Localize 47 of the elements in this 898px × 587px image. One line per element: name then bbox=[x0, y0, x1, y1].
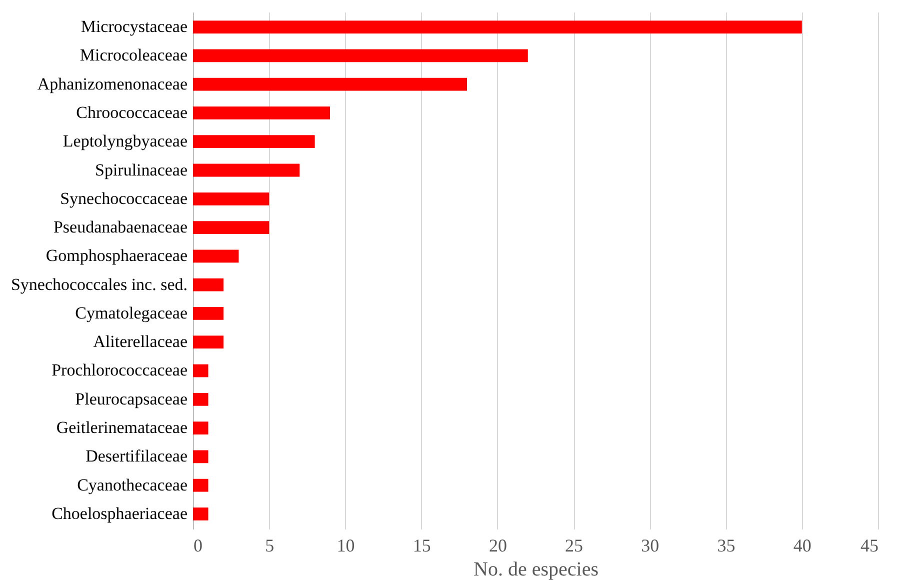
bar bbox=[193, 49, 528, 62]
bar bbox=[193, 78, 467, 91]
bar bbox=[193, 250, 239, 263]
x-tick-label: 0 bbox=[194, 536, 202, 556]
bar bbox=[193, 336, 224, 349]
y-tick-label: Pleurocapsaceae bbox=[75, 389, 188, 408]
bar bbox=[193, 478, 208, 492]
bar bbox=[193, 135, 315, 148]
bar bbox=[193, 364, 208, 378]
bar bbox=[193, 307, 224, 320]
y-tick-label: Cymatolegaceae bbox=[75, 303, 188, 322]
y-tick-label: Aphanizomenonaceae bbox=[37, 74, 188, 94]
bar bbox=[193, 450, 208, 464]
x-tick-label: 45 bbox=[860, 536, 878, 556]
x-tick-label: 35 bbox=[717, 536, 736, 556]
x-tick-label: 40 bbox=[793, 536, 812, 556]
bar bbox=[193, 508, 208, 520]
bar bbox=[193, 106, 330, 120]
y-tick-label: Synechococcales inc. sed. bbox=[10, 274, 188, 294]
y-tick-label: Prochlorococcaceae bbox=[52, 360, 188, 380]
bar bbox=[193, 164, 300, 177]
y-tick-label: Microcystaceae bbox=[80, 17, 188, 36]
x-tick-label: 20 bbox=[488, 536, 507, 556]
x-tick-label: 30 bbox=[641, 536, 660, 556]
y-tick-label: Spirulinaceae bbox=[94, 160, 188, 180]
x-tick-label: 25 bbox=[565, 536, 584, 556]
y-tick-label: Gomphosphaeraceae bbox=[46, 246, 188, 266]
bar bbox=[193, 392, 208, 406]
y-tick-label: Cyanothecaceae bbox=[77, 475, 188, 494]
y-tick-label: Aliterellaceae bbox=[93, 332, 188, 352]
y-tick-label: Leptolyngbyaceae bbox=[62, 132, 188, 151]
bar bbox=[193, 221, 270, 234]
x-tick-label: 10 bbox=[336, 536, 355, 556]
y-tick-label: Synechococcaceae bbox=[60, 188, 188, 208]
y-tick-label: Desertifilaceae bbox=[86, 446, 188, 466]
x-tick-label: 15 bbox=[412, 536, 431, 556]
y-tick-label: Geitlerinemataceae bbox=[56, 418, 188, 438]
y-tick-label: Microcoleaceae bbox=[80, 46, 188, 65]
bar bbox=[193, 192, 270, 206]
x-tick-label: 5 bbox=[265, 536, 274, 556]
x-axis-title: No. de especies bbox=[474, 558, 599, 580]
y-tick-label: Choelosphaeriaceae bbox=[52, 504, 188, 523]
bar bbox=[193, 20, 802, 34]
y-tick-label: Chroococcaceae bbox=[76, 102, 188, 122]
bar bbox=[193, 422, 208, 434]
bar bbox=[193, 278, 224, 292]
y-tick-label: Pseudanabaenaceae bbox=[53, 218, 188, 237]
